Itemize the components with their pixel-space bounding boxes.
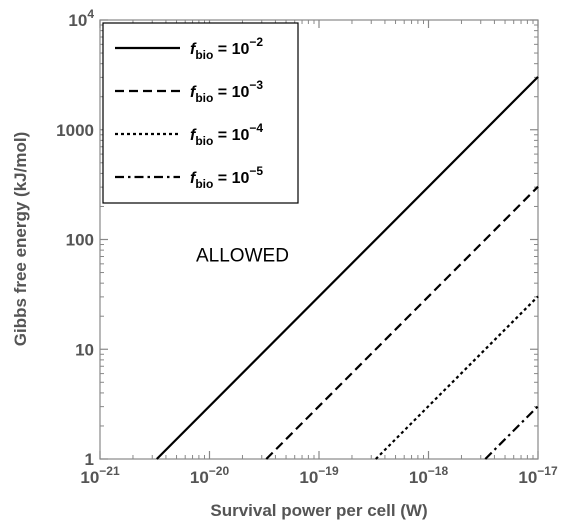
x-axis-title: Survival power per cell (W): [210, 501, 427, 520]
x-tick-label: 10−19: [299, 464, 339, 487]
y-tick-label: 1: [85, 450, 94, 469]
legend-label: fbio = 10−3: [190, 78, 263, 105]
x-tick-label: 10−17: [518, 464, 558, 487]
x-tick-label: 10−21: [80, 464, 120, 487]
series-line-4: [484, 405, 539, 460]
annotations: ALLOWED: [196, 246, 289, 267]
legend: fbio = 10−2 fbio = 10−3 fbio = 10−4 fbio = …: [102, 22, 299, 204]
legend-label: fbio = 10−2: [190, 35, 263, 62]
x-tick-label: 10−18: [409, 464, 449, 487]
series-line-3: [375, 295, 539, 460]
y-tick-label: 104: [68, 7, 94, 30]
series-line-2: [265, 185, 539, 460]
y-tick-label: 10: [75, 340, 94, 359]
x-tick-label: 10−20: [190, 464, 230, 487]
y-axis-title: Gibbs free energy (kJ/mol): [11, 132, 30, 346]
y-tick-label: 1000: [56, 121, 94, 140]
ticks: 10−21 10−20 10−19 10−18 10−17 1 10 100 1000 104: [56, 7, 558, 487]
series-group: [156, 76, 539, 460]
annotation-allowed: ALLOWED: [196, 246, 289, 267]
legend-label: fbio = 10−5: [190, 164, 263, 191]
y-tick-label: 100: [66, 231, 94, 250]
legend-label: fbio = 10−4: [190, 121, 263, 148]
series-line-1: [156, 76, 539, 460]
legend-box: [102, 22, 299, 204]
